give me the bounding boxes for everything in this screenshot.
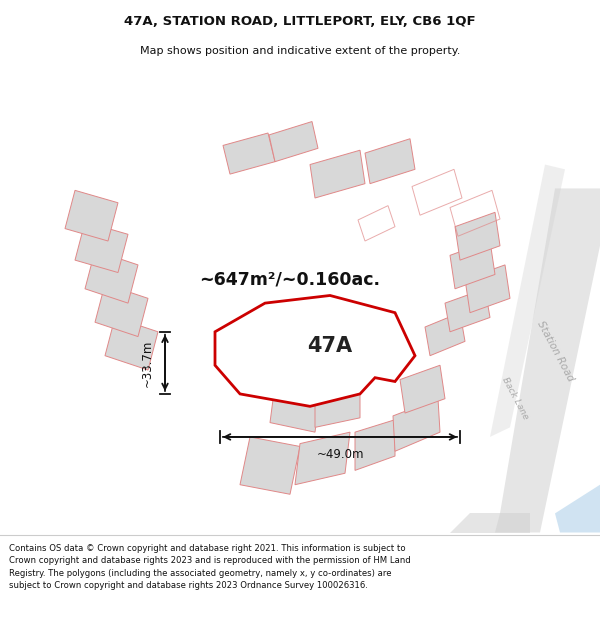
Text: ~49.0m: ~49.0m — [316, 448, 364, 461]
Polygon shape — [555, 485, 600, 532]
Polygon shape — [75, 222, 128, 272]
Polygon shape — [465, 265, 510, 312]
Polygon shape — [315, 379, 360, 428]
Polygon shape — [310, 150, 365, 198]
Text: Contains OS data © Crown copyright and database right 2021. This information is : Contains OS data © Crown copyright and d… — [9, 544, 411, 590]
Text: 47A, STATION ROAD, LITTLEPORT, ELY, CB6 1QF: 47A, STATION ROAD, LITTLEPORT, ELY, CB6 … — [124, 15, 476, 28]
Polygon shape — [365, 139, 415, 184]
Polygon shape — [455, 213, 500, 260]
Text: Station Road: Station Road — [535, 319, 575, 383]
Polygon shape — [400, 365, 445, 413]
Text: ~647m²/~0.160ac.: ~647m²/~0.160ac. — [199, 270, 380, 288]
Polygon shape — [105, 318, 158, 370]
Polygon shape — [65, 191, 118, 241]
Polygon shape — [295, 432, 350, 485]
Text: 47A: 47A — [307, 336, 353, 356]
Polygon shape — [269, 121, 318, 162]
Polygon shape — [445, 289, 490, 332]
Polygon shape — [450, 241, 495, 289]
Polygon shape — [223, 133, 275, 174]
Polygon shape — [393, 399, 440, 451]
Text: Map shows position and indicative extent of the property.: Map shows position and indicative extent… — [140, 46, 460, 56]
Polygon shape — [495, 189, 600, 532]
Polygon shape — [490, 164, 565, 437]
Polygon shape — [95, 284, 148, 337]
Polygon shape — [240, 437, 300, 494]
Polygon shape — [270, 384, 320, 432]
Polygon shape — [85, 251, 138, 303]
Polygon shape — [425, 312, 465, 356]
Polygon shape — [355, 420, 395, 471]
Text: Back Lane: Back Lane — [500, 376, 530, 421]
Polygon shape — [450, 513, 530, 532]
Polygon shape — [215, 296, 415, 406]
Text: ~33.7m: ~33.7m — [140, 339, 154, 386]
